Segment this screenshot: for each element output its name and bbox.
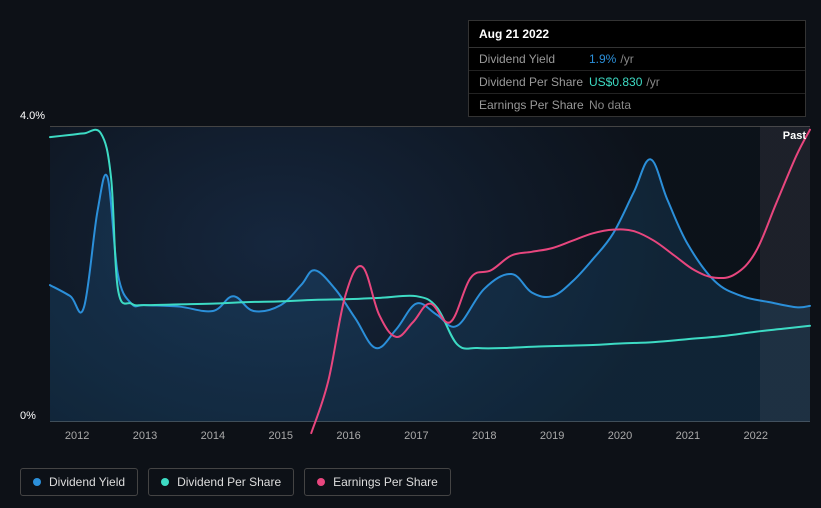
series-area <box>50 159 810 422</box>
tooltip-date: Aug 21 2022 <box>469 21 805 48</box>
past-label: Past <box>783 130 806 142</box>
dividend-chart: 4.0% 0% Past 201220132014201520162017201… <box>20 110 810 450</box>
legend-item[interactable]: Earnings Per Share <box>304 468 451 496</box>
legend-label: Dividend Per Share <box>177 475 281 489</box>
legend-label: Earnings Per Share <box>333 475 438 489</box>
legend-label: Dividend Yield <box>49 475 125 489</box>
legend-item[interactable]: Dividend Per Share <box>148 468 294 496</box>
chart-tooltip: Aug 21 2022 Dividend Yield1.9%/yrDividen… <box>468 20 806 117</box>
tooltip-row-label: Dividend Yield <box>479 52 589 66</box>
x-tick: 2015 <box>268 430 292 442</box>
tooltip-row-value: US$0.830/yr <box>589 75 660 89</box>
x-axis: 2012 2013 2014 2015 2016 2017 2018 2019 2020 2021… <box>50 430 810 450</box>
y-axis-min: 0% <box>20 410 36 422</box>
legend-dot <box>33 478 41 486</box>
x-tick: 2017 <box>404 430 428 442</box>
tooltip-row: Earnings Per ShareNo data <box>469 94 805 116</box>
x-tick: 2016 <box>336 430 360 442</box>
plot-area[interactable] <box>50 126 810 422</box>
legend-dot <box>317 478 325 486</box>
tooltip-row-label: Earnings Per Share <box>479 98 589 112</box>
x-tick: 2022 <box>743 430 767 442</box>
x-tick: 2013 <box>133 430 157 442</box>
x-tick: 2019 <box>540 430 564 442</box>
x-tick: 2021 <box>676 430 700 442</box>
chart-lines <box>50 126 810 422</box>
tooltip-row: Dividend Per ShareUS$0.830/yr <box>469 71 805 94</box>
tooltip-row-value: 1.9%/yr <box>589 52 634 66</box>
x-tick: 2014 <box>201 430 225 442</box>
x-tick: 2012 <box>65 430 89 442</box>
x-tick: 2018 <box>472 430 496 442</box>
x-tick: 2020 <box>608 430 632 442</box>
tooltip-row-value: No data <box>589 98 631 112</box>
chart-legend: Dividend Yield Dividend Per Share Earnings… <box>20 468 451 496</box>
legend-item[interactable]: Dividend Yield <box>20 468 138 496</box>
tooltip-row: Dividend Yield1.9%/yr <box>469 48 805 71</box>
tooltip-row-label: Dividend Per Share <box>479 75 589 89</box>
legend-dot <box>161 478 169 486</box>
y-axis-max: 4.0% <box>20 110 45 122</box>
